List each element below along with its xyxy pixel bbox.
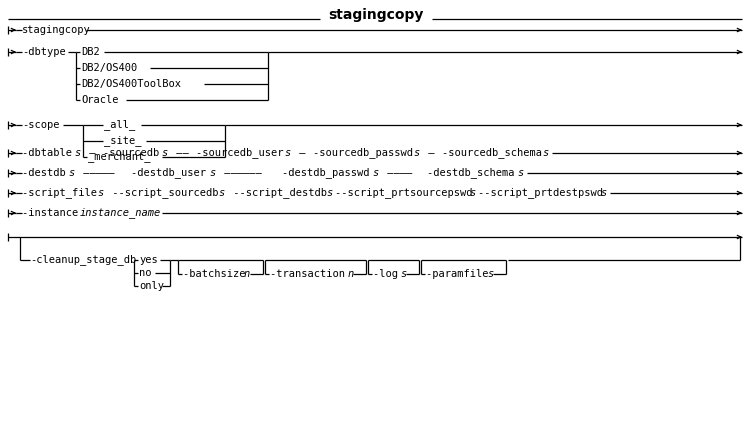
Text: s: s: [326, 188, 332, 198]
Text: ——————: ——————: [218, 168, 268, 178]
Text: —: —: [83, 148, 102, 158]
Text: -destdb_user: -destdb_user: [131, 168, 212, 178]
Text: --script_prtsourcepswd: --script_prtsourcepswd: [335, 187, 479, 199]
Text: -dbtype: -dbtype: [22, 47, 65, 57]
Text: -cleanup_stage_db: -cleanup_stage_db: [30, 255, 136, 265]
Text: -sourcedb_passwd: -sourcedb_passwd: [313, 147, 420, 158]
Text: s: s: [487, 269, 493, 279]
Text: _merchant_: _merchant_: [88, 151, 150, 163]
Text: -log: -log: [373, 269, 404, 279]
Text: s: s: [372, 168, 378, 178]
Text: -sourcedb: -sourcedb: [103, 148, 165, 158]
Text: s: s: [284, 148, 290, 158]
Text: --script_prtdestpswd: --script_prtdestpswd: [478, 187, 609, 199]
Text: s: s: [209, 168, 215, 178]
Text: stagingcopy: stagingcopy: [329, 8, 423, 22]
Text: s: s: [517, 168, 523, 178]
Text: -instance: -instance: [22, 208, 84, 218]
Text: —: —: [293, 148, 312, 158]
Text: --script_sourcedb: --script_sourcedb: [106, 187, 225, 199]
Text: s: s: [600, 188, 606, 198]
Text: —————: —————: [77, 168, 121, 178]
Text: -transaction: -transaction: [270, 269, 357, 279]
Text: ——: ——: [170, 148, 195, 158]
Text: -paramfile: -paramfile: [426, 269, 495, 279]
Text: yes: yes: [139, 255, 158, 265]
Text: _all_: _all_: [104, 120, 135, 130]
Text: n: n: [347, 269, 353, 279]
Text: s: s: [542, 148, 548, 158]
Text: -dbtable: -dbtable: [22, 148, 78, 158]
Text: DB2/OS400ToolBox: DB2/OS400ToolBox: [81, 79, 181, 89]
Text: -batchsize: -batchsize: [183, 269, 252, 279]
Text: s: s: [97, 188, 103, 198]
Text: -sourcedb_schema: -sourcedb_schema: [442, 147, 548, 158]
Text: -script_file: -script_file: [22, 187, 103, 199]
Text: s: s: [74, 148, 80, 158]
Text: s: s: [413, 148, 420, 158]
Text: n: n: [244, 269, 250, 279]
Text: _site_: _site_: [104, 135, 141, 147]
Text: DB2/OS400: DB2/OS400: [81, 63, 138, 73]
Text: only: only: [139, 281, 164, 291]
Text: stagingcopy: stagingcopy: [22, 25, 91, 35]
Text: instance_name: instance_name: [80, 208, 161, 218]
Text: —: —: [422, 148, 441, 158]
Text: -destdb_schema: -destdb_schema: [427, 168, 520, 178]
Text: ————: ————: [381, 168, 419, 178]
Text: s: s: [161, 148, 167, 158]
Text: DB2: DB2: [81, 47, 100, 57]
Text: s: s: [469, 188, 475, 198]
Text: -sourcedb_user: -sourcedb_user: [196, 147, 290, 158]
Text: Oracle: Oracle: [81, 95, 119, 105]
Text: s: s: [218, 188, 224, 198]
Text: -scope: -scope: [22, 120, 59, 130]
Text: -destdb_passwd: -destdb_passwd: [282, 168, 376, 178]
Text: no: no: [139, 268, 151, 278]
Text: s: s: [401, 269, 407, 279]
Text: -destdb: -destdb: [22, 168, 72, 178]
Text: s: s: [68, 168, 74, 178]
Text: --script_destdb: --script_destdb: [227, 187, 333, 199]
